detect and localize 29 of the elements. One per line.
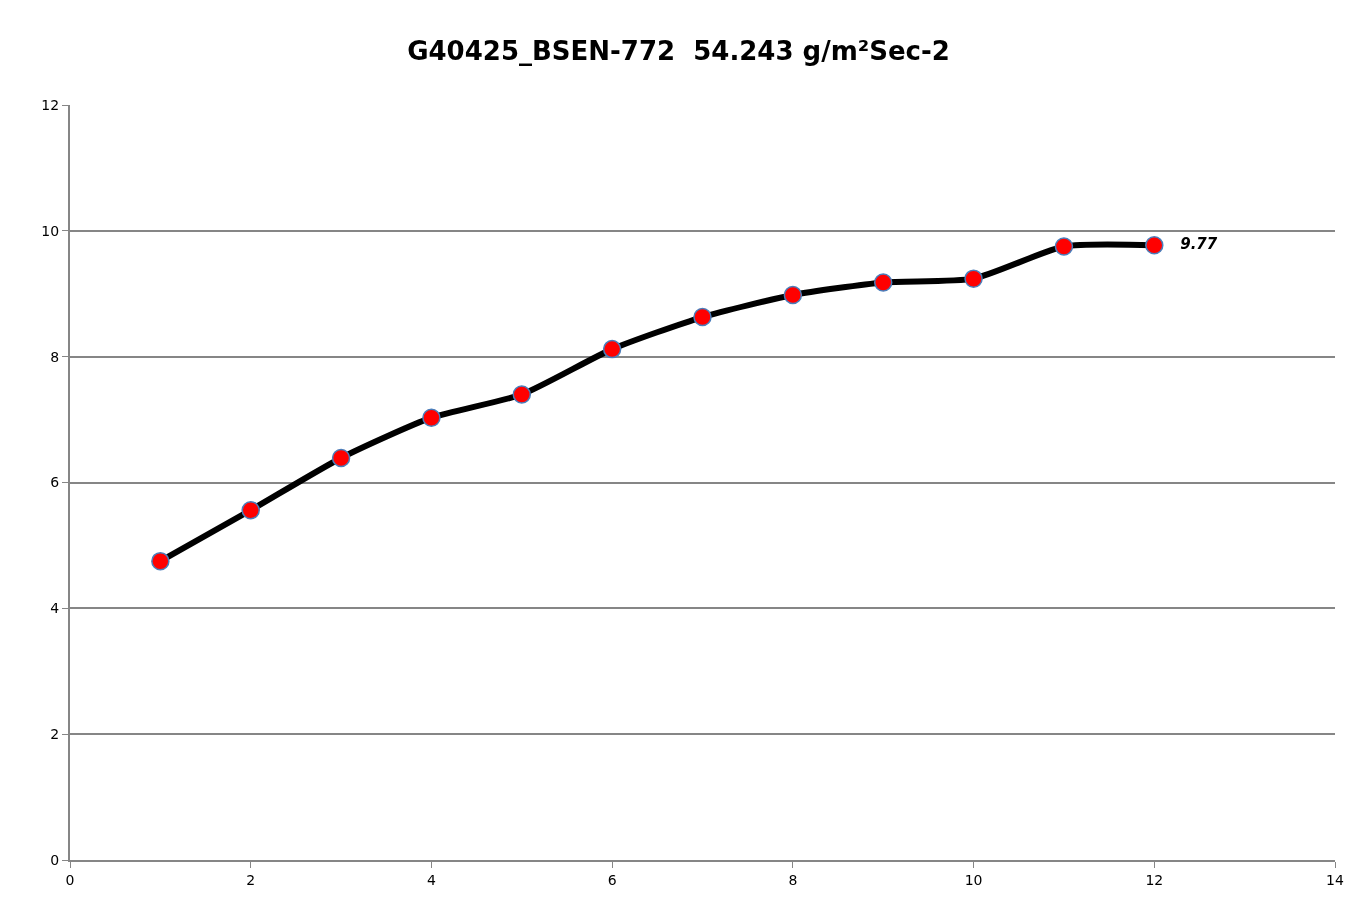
y-tick-label: 6: [50, 474, 60, 491]
x-tick-label: 6: [607, 871, 617, 888]
data-label: 9.77: [1180, 235, 1218, 254]
point: [151, 551, 170, 571]
x-tick-label: 0: [65, 871, 75, 888]
x-tick-label: 4: [426, 871, 436, 888]
y-tick-label: 2: [50, 726, 60, 743]
point: [602, 339, 622, 359]
y-tick-label: 12: [41, 96, 60, 113]
point: [331, 448, 351, 468]
x-tick-label: 2: [246, 871, 256, 888]
point: [512, 385, 532, 404]
y-tick-label: 8: [50, 348, 60, 365]
point: [693, 307, 712, 327]
point: [873, 273, 893, 292]
y-tick-label: 10: [41, 222, 60, 239]
point: [1145, 236, 1164, 255]
y-tick-label: 4: [50, 600, 60, 617]
point: [783, 285, 803, 305]
x-tick-label: 14: [1326, 871, 1344, 888]
y-tick-label: 0: [50, 851, 60, 868]
point: [241, 500, 260, 520]
point: [964, 269, 983, 288]
x-tick-label: 8: [788, 871, 798, 888]
x-tick-label: 12: [1145, 871, 1164, 888]
chart-title: G40425_BSEN-772 54.243 g/m²Sec-2: [407, 35, 950, 66]
x-tick-label: 10: [964, 871, 983, 888]
point: [1054, 237, 1074, 256]
point: [422, 408, 441, 427]
